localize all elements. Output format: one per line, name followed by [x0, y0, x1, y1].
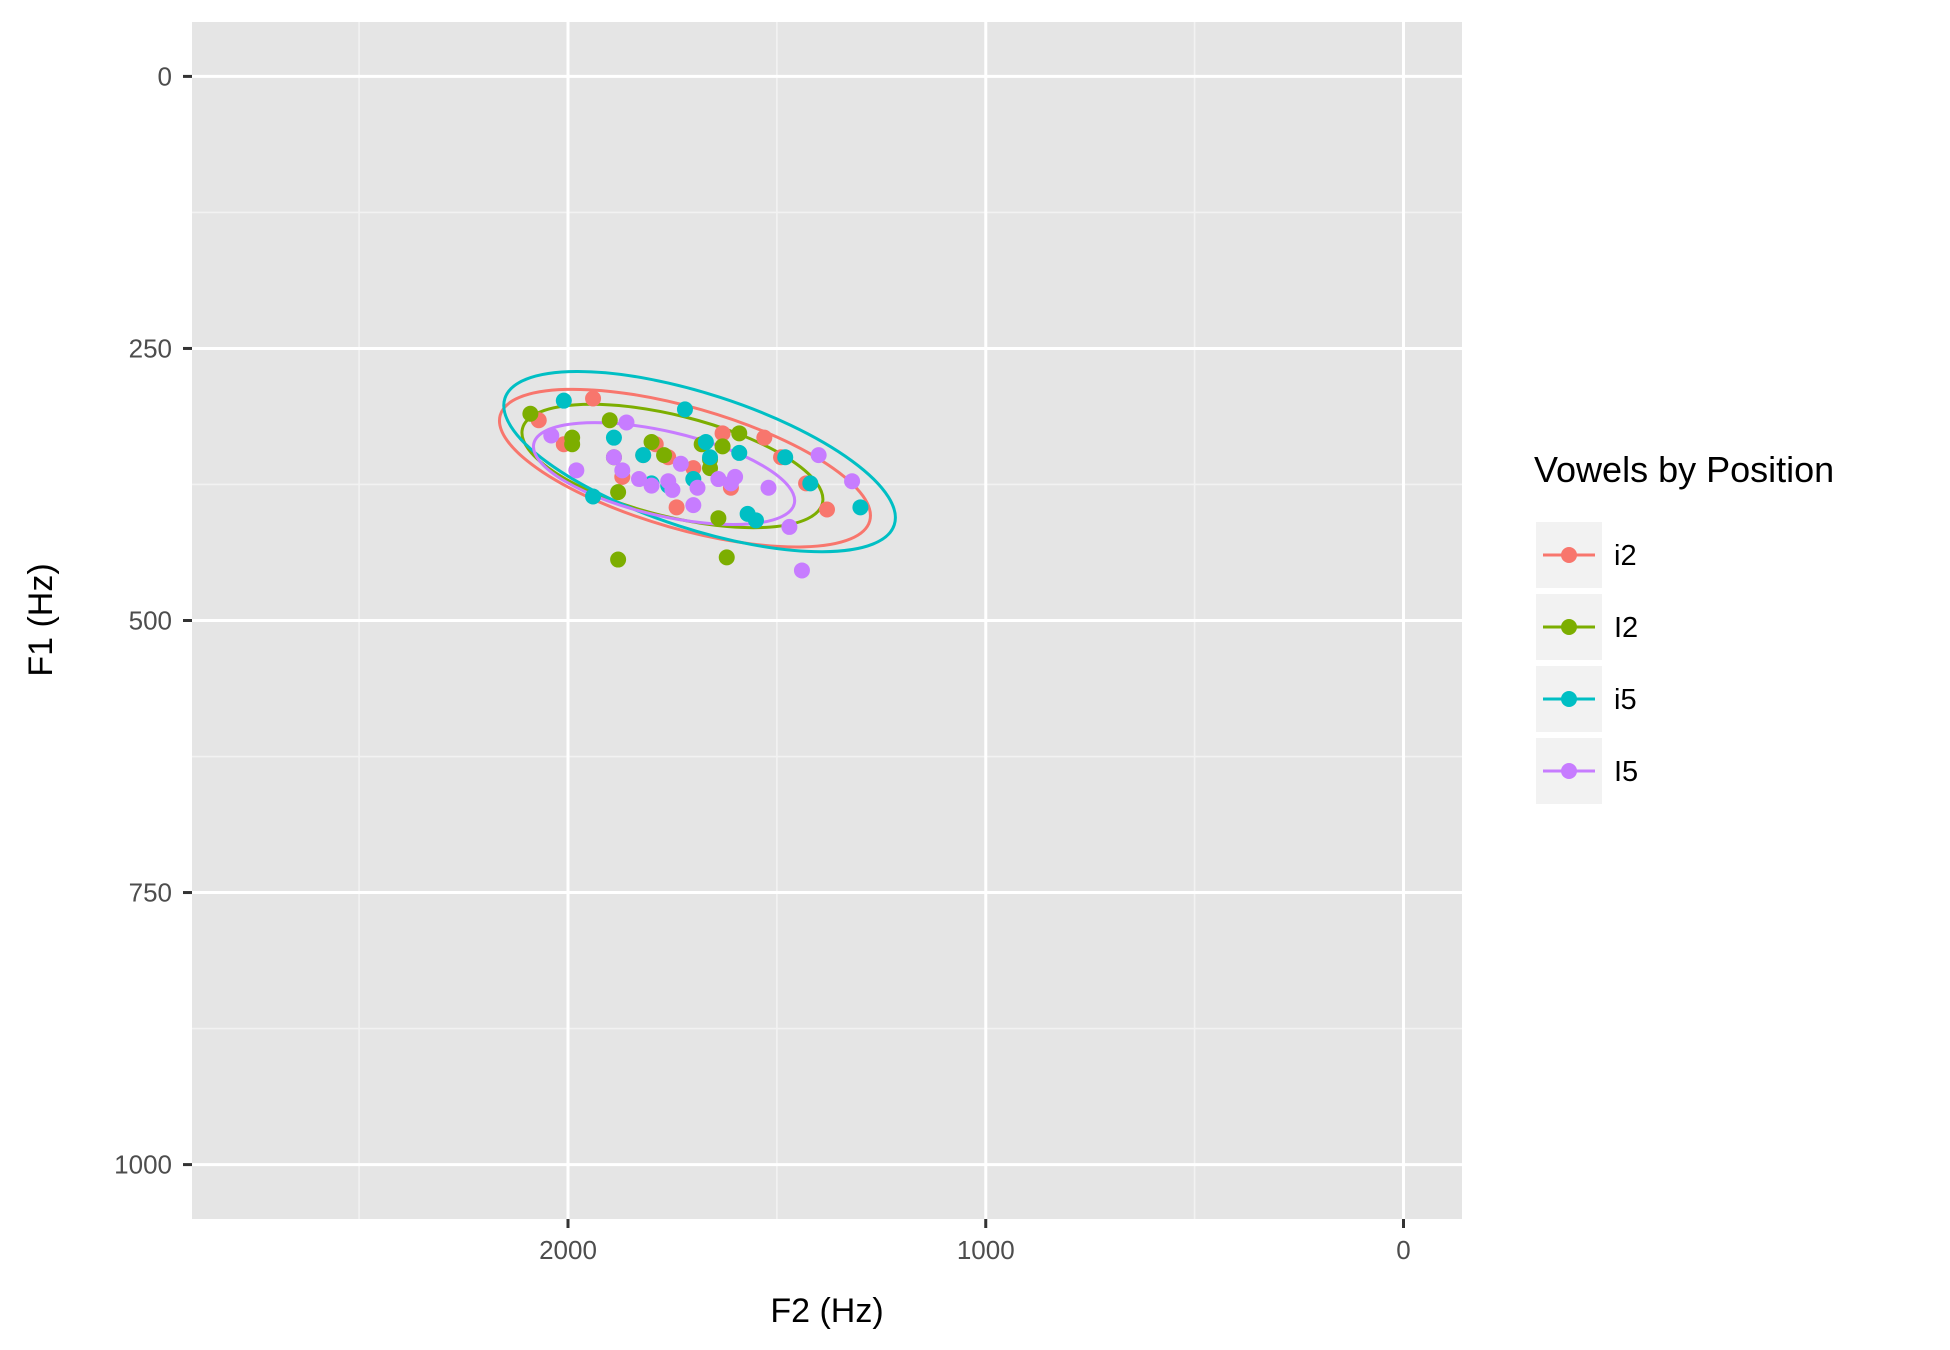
point-I5-15	[844, 473, 861, 490]
legend-label-i2: i2	[1614, 540, 1637, 572]
legend-label-i5: i5	[1614, 684, 1637, 716]
point-I5-11	[727, 468, 744, 485]
point-I5-17	[685, 497, 702, 514]
point-i2-6	[756, 429, 773, 446]
point-I5-5	[614, 462, 631, 479]
point-I5-13	[781, 518, 798, 535]
point-i5-7	[777, 449, 794, 466]
x-axis: 2000 1000 0	[539, 1219, 1411, 1265]
point-I5-12	[760, 479, 777, 496]
point-I5-19	[643, 477, 660, 494]
point-I5-18	[660, 473, 677, 490]
point-i5-9	[852, 499, 869, 516]
ellipse-i5	[502, 370, 897, 554]
legend-label-I2: I2	[1614, 612, 1638, 644]
data-points	[522, 390, 869, 579]
y-tick-label-750: 750	[129, 878, 172, 908]
point-I5-9	[710, 471, 727, 488]
legend-label-I5: I5	[1614, 756, 1638, 788]
x-axis-title: F2 (Hz)	[770, 1292, 883, 1330]
y-axis: 0 250 500 750 1000	[114, 61, 192, 1180]
x-tick-label-0: 0	[1396, 1235, 1410, 1265]
ellipse-i2	[497, 387, 872, 549]
y-tick-label-0: 0	[158, 61, 172, 91]
point-I5-1	[568, 462, 585, 479]
point-I5-2	[618, 414, 635, 431]
legend-key-point-I2	[1561, 619, 1577, 635]
point-I5-16	[793, 562, 810, 579]
y-tick-label-500: 500	[129, 606, 172, 636]
point-I2-5	[643, 434, 660, 451]
point-i2-11	[668, 499, 685, 516]
point-I5-4	[631, 471, 648, 488]
point-i5-2	[635, 447, 652, 464]
y-axis-title: F1 (Hz)	[22, 563, 60, 676]
x-tick-label-2000: 2000	[539, 1235, 597, 1265]
y-tick-label-250: 250	[129, 333, 172, 363]
point-I2-12	[610, 551, 627, 568]
point-i5-8	[802, 475, 819, 492]
point-I2-10	[731, 425, 748, 442]
point-I2-0	[522, 405, 539, 422]
grid-major	[192, 22, 1462, 1219]
point-i5-13	[585, 488, 602, 505]
point-I2-6	[656, 447, 673, 464]
point-I5-8	[689, 479, 706, 496]
y-tick-label-1000: 1000	[114, 1150, 172, 1180]
point-I2-3	[601, 412, 618, 429]
point-I2-9	[714, 438, 731, 455]
point-I5-3	[605, 449, 622, 466]
point-i5-5	[702, 449, 719, 466]
legend-title: Vowels by Position	[1534, 449, 1834, 490]
legend-key-point-I5	[1561, 763, 1577, 779]
point-I5-14	[810, 447, 827, 464]
legend-key-point-i2	[1561, 547, 1577, 563]
point-i2-1	[585, 390, 602, 407]
ellipse-I5	[531, 421, 797, 527]
point-i5-4	[697, 434, 714, 451]
point-i5-12	[747, 512, 764, 529]
point-I5-0	[543, 427, 560, 444]
legend: Vowels by Position i2 I2 i5 I5	[1534, 449, 1834, 804]
point-I2-2	[564, 436, 581, 453]
x-tick-label-1000: 1000	[957, 1235, 1015, 1265]
legend-key-point-i5	[1561, 691, 1577, 707]
point-I5-7	[672, 455, 689, 472]
point-i5-3	[676, 401, 693, 418]
point-I2-11	[610, 484, 627, 501]
point-i5-0	[555, 392, 572, 409]
point-i5-1	[605, 429, 622, 446]
point-i2-9	[819, 501, 835, 518]
point-i2-5	[714, 425, 731, 442]
point-I2-14	[710, 510, 727, 527]
point-I2-13	[718, 549, 735, 566]
point-i5-6	[731, 444, 748, 461]
